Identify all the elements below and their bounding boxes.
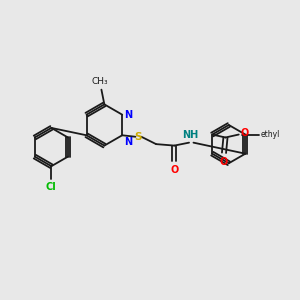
Text: NH: NH [182, 130, 199, 140]
Text: O: O [220, 157, 228, 166]
Text: N: N [124, 110, 133, 120]
Text: S: S [135, 132, 142, 142]
Text: Cl: Cl [45, 182, 56, 191]
Text: ethyl: ethyl [261, 130, 280, 139]
Text: N: N [124, 137, 132, 147]
Text: O: O [170, 165, 178, 175]
Text: O: O [240, 128, 248, 138]
Text: CH₃: CH₃ [92, 77, 108, 86]
